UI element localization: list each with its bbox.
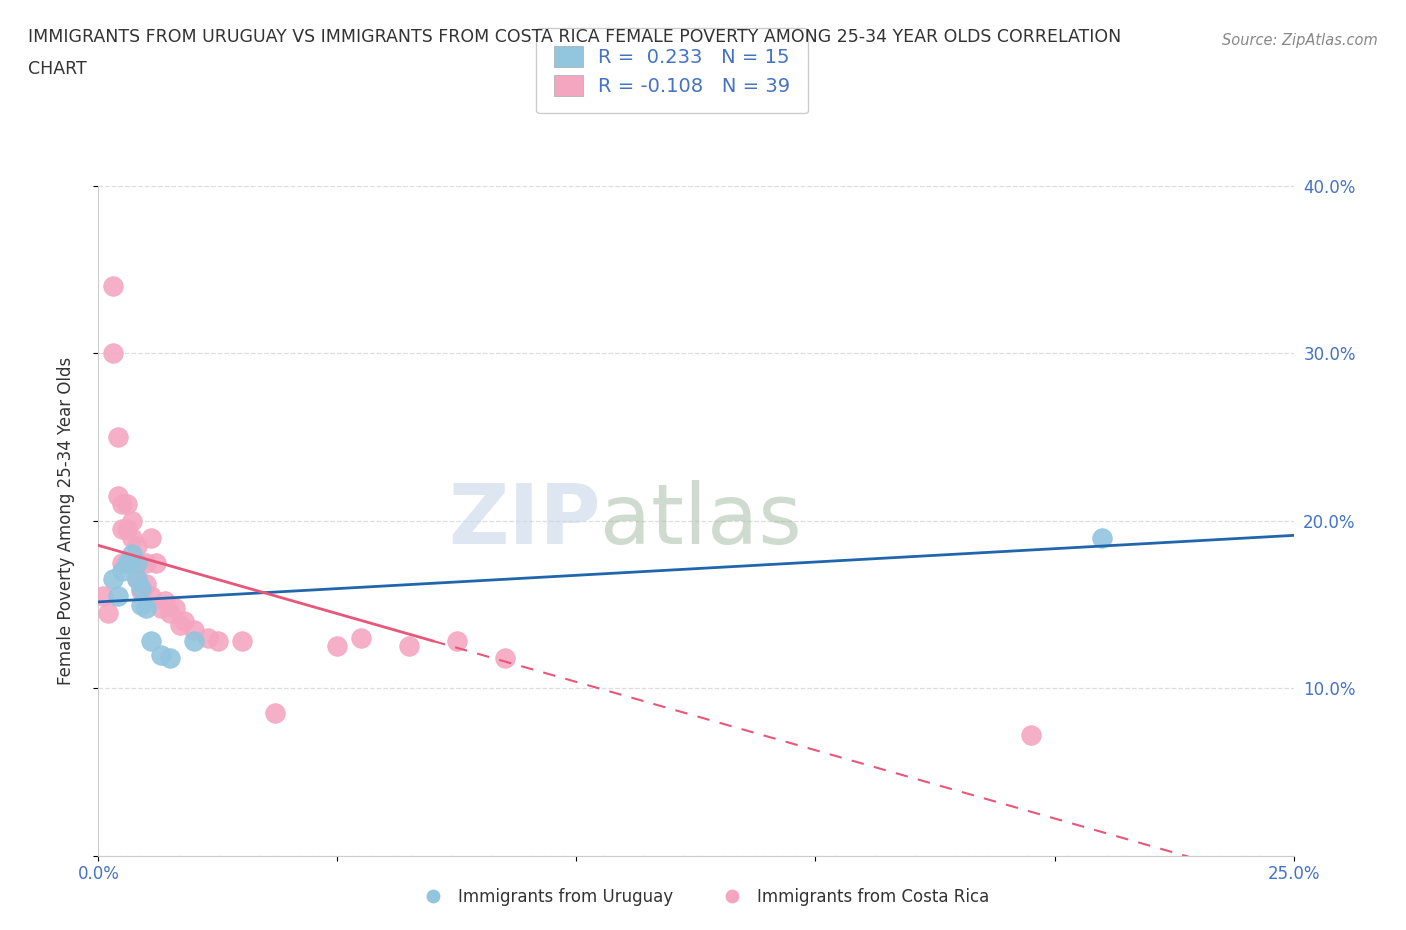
- Point: [101, 572, 124, 587]
- Point: [264, 706, 287, 721]
- Legend: R =  0.233   N = 15, R = -0.108   N = 39: R = 0.233 N = 15, R = -0.108 N = 39: [536, 28, 808, 113]
- Point: [107, 488, 129, 503]
- Point: [131, 597, 153, 612]
- Point: [111, 555, 134, 570]
- Point: [135, 601, 157, 616]
- Point: [159, 651, 181, 666]
- Point: [231, 634, 253, 649]
- Text: ZIP: ZIP: [449, 480, 600, 562]
- Point: [350, 631, 373, 645]
- Text: Source: ZipAtlas.com: Source: ZipAtlas.com: [1222, 33, 1378, 47]
- Point: [149, 601, 172, 616]
- Point: [139, 530, 162, 545]
- Point: [97, 605, 120, 620]
- Point: [131, 580, 153, 595]
- Point: [111, 497, 134, 512]
- Point: [207, 634, 229, 649]
- Point: [135, 555, 157, 570]
- Point: [125, 572, 148, 587]
- Point: [107, 589, 129, 604]
- Point: [197, 631, 219, 645]
- Point: [446, 634, 468, 649]
- Point: [115, 522, 138, 537]
- Text: IMMIGRANTS FROM URUGUAY VS IMMIGRANTS FROM COSTA RICA FEMALE POVERTY AMONG 25-34: IMMIGRANTS FROM URUGUAY VS IMMIGRANTS FR…: [28, 28, 1122, 46]
- Point: [159, 605, 181, 620]
- Point: [149, 647, 172, 662]
- Point: [139, 589, 162, 604]
- Point: [107, 430, 129, 445]
- Point: [169, 618, 191, 632]
- Point: [101, 346, 124, 361]
- Point: [121, 547, 143, 562]
- Point: [115, 497, 138, 512]
- Point: [101, 279, 124, 294]
- Text: atlas: atlas: [600, 480, 801, 562]
- Point: [183, 634, 205, 649]
- Text: CHART: CHART: [28, 60, 87, 78]
- Point: [121, 555, 143, 570]
- Point: [91, 589, 114, 604]
- Point: [173, 614, 195, 629]
- Point: [125, 555, 148, 570]
- Point: [121, 530, 143, 545]
- Point: [163, 601, 186, 616]
- Point: [155, 593, 177, 608]
- Point: [139, 634, 162, 649]
- Point: [145, 555, 167, 570]
- Legend: Immigrants from Uruguay, Immigrants from Costa Rica: Immigrants from Uruguay, Immigrants from…: [411, 881, 995, 912]
- Point: [121, 513, 143, 528]
- Point: [115, 555, 138, 570]
- Point: [398, 639, 420, 654]
- Point: [183, 622, 205, 637]
- Point: [1091, 530, 1114, 545]
- Y-axis label: Female Poverty Among 25-34 Year Olds: Female Poverty Among 25-34 Year Olds: [56, 357, 75, 684]
- Point: [494, 651, 516, 666]
- Point: [1019, 727, 1042, 742]
- Point: [135, 577, 157, 591]
- Point: [111, 564, 134, 578]
- Point: [125, 572, 148, 587]
- Point: [131, 584, 153, 599]
- Point: [326, 639, 349, 654]
- Point: [125, 538, 148, 553]
- Point: [111, 522, 134, 537]
